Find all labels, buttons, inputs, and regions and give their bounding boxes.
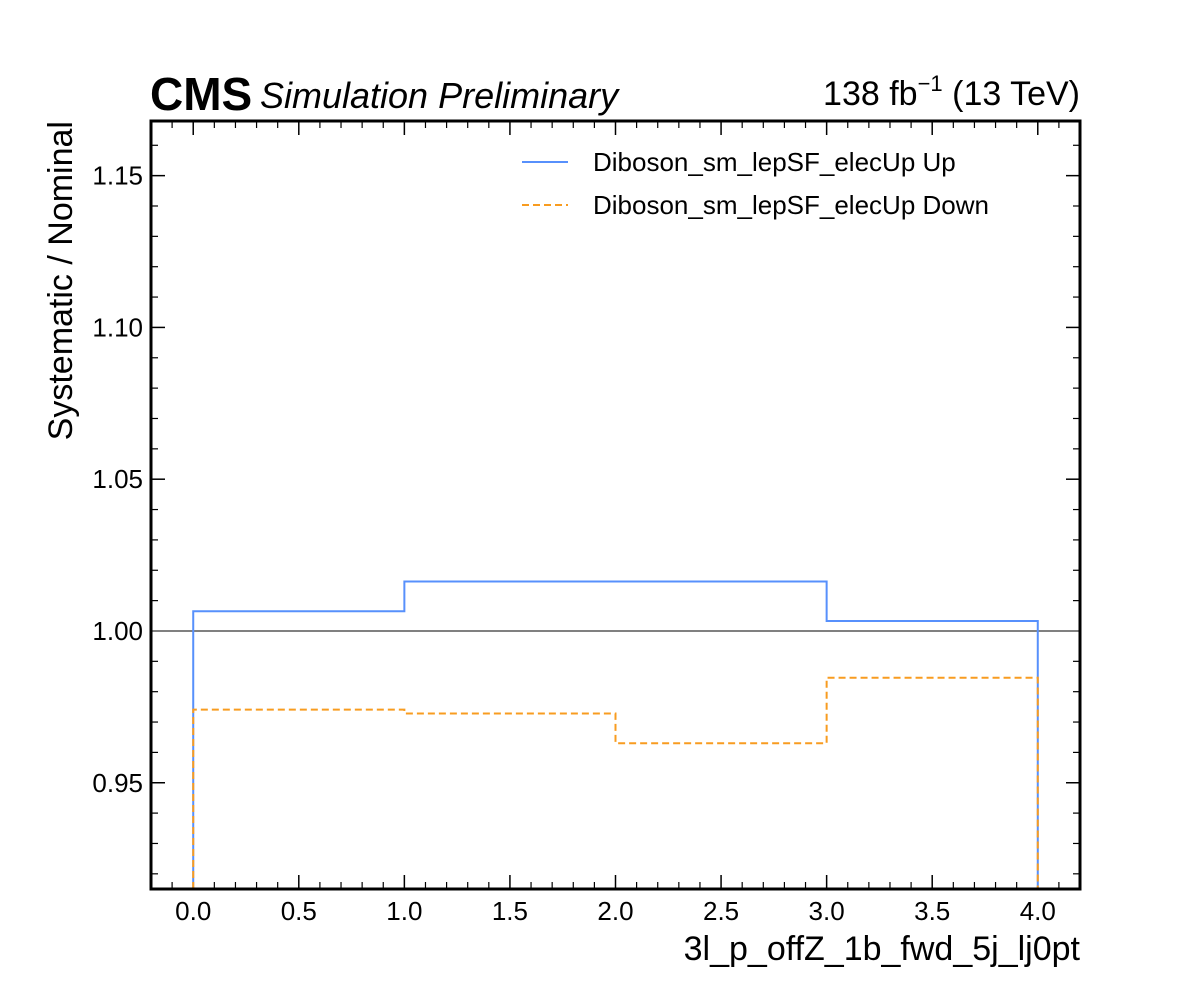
series-step-line-down xyxy=(192,676,1039,889)
experiment-label: CMS xyxy=(150,68,252,120)
x-tick-label: 0.0 xyxy=(175,896,211,926)
legend-entry-label: Diboson_sm_lepSF_elecUp Down xyxy=(593,190,989,220)
x-tick-label: 1.5 xyxy=(492,896,528,926)
x-tick-label: 1.0 xyxy=(386,896,422,926)
y-tick-label: 1.15 xyxy=(92,161,143,191)
lumi-exponent: −1 xyxy=(918,71,943,96)
x-tick-label: 2.5 xyxy=(703,896,739,926)
y-axis-title: Systematic / Nominal xyxy=(42,121,80,440)
axis-ticks xyxy=(150,121,1081,889)
series-step-line-up xyxy=(192,580,1039,889)
lumi-value: 138 fb xyxy=(823,75,918,113)
legend: Diboson_sm_lepSF_elecUp Up Diboson_sm_lep… xyxy=(522,147,989,220)
status-label: Simulation Preliminary xyxy=(260,75,620,116)
plot-frame xyxy=(149,119,1082,891)
luminosity-label: 138 fb−1 (13 TeV) xyxy=(823,71,1080,113)
energy-label: (13 TeV) xyxy=(943,75,1080,113)
data-layer xyxy=(151,580,1080,889)
x-tick-label: 3.5 xyxy=(914,896,950,926)
x-tick-label: 0.5 xyxy=(281,896,317,926)
x-axis-title: 3l_p_offZ_1b_fwd_5j_lj0pt xyxy=(684,930,1081,968)
x-tick-label: 2.0 xyxy=(597,896,633,926)
y-tick-label: 0.95 xyxy=(92,768,143,798)
y-tick-label: 1.10 xyxy=(92,312,143,342)
x-tick-label: 4.0 xyxy=(1020,896,1056,926)
y-tick-label: 1.00 xyxy=(92,616,143,646)
tick-labels: 0.0 0.5 1.0 1.5 2.0 2.5 3.0 3.5 4.0 0.95 1.00 1.05 1… xyxy=(92,161,1055,926)
legend-entry-label: Diboson_sm_lepSF_elecUp Up xyxy=(593,147,956,177)
y-tick-label: 1.05 xyxy=(92,464,143,494)
x-tick-label: 3.0 xyxy=(809,896,845,926)
